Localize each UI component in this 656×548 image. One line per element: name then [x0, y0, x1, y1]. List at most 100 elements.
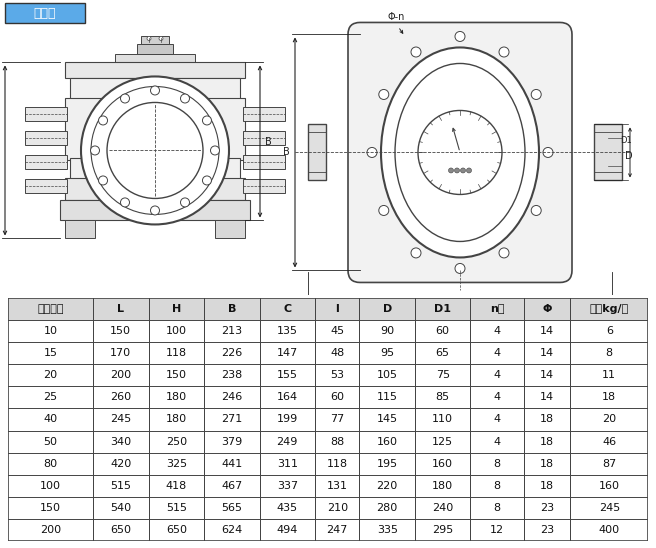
Text: 公称通径: 公称通径 — [37, 304, 64, 313]
Circle shape — [180, 198, 190, 207]
Text: B: B — [265, 138, 272, 147]
Circle shape — [121, 94, 129, 103]
Text: 23: 23 — [540, 503, 554, 513]
Circle shape — [211, 146, 220, 155]
Text: 271: 271 — [221, 414, 243, 425]
Text: D: D — [625, 151, 632, 162]
Text: 245: 245 — [599, 503, 620, 513]
Text: 50: 50 — [43, 437, 58, 447]
Text: 95: 95 — [380, 348, 394, 358]
Text: 337: 337 — [277, 481, 298, 491]
Text: L: L — [457, 305, 463, 316]
Circle shape — [150, 86, 159, 95]
Text: 379: 379 — [221, 437, 243, 447]
Text: 246: 246 — [221, 392, 243, 402]
Bar — [25, 107, 67, 122]
Ellipse shape — [81, 77, 229, 225]
Text: 14: 14 — [540, 370, 554, 380]
Circle shape — [367, 147, 377, 157]
Text: 180: 180 — [432, 481, 453, 491]
Text: 435: 435 — [277, 503, 298, 513]
Text: 150: 150 — [110, 326, 131, 336]
Text: 60: 60 — [330, 392, 344, 402]
Circle shape — [121, 198, 129, 207]
Circle shape — [159, 37, 163, 41]
Text: 213: 213 — [221, 326, 242, 336]
Text: 145: 145 — [377, 414, 398, 425]
Bar — [25, 156, 67, 169]
Text: 170: 170 — [110, 348, 131, 358]
Bar — [115, 54, 195, 62]
Text: 8: 8 — [605, 348, 613, 358]
Text: 515: 515 — [166, 503, 187, 513]
Text: 88: 88 — [330, 437, 344, 447]
Text: 650: 650 — [166, 526, 187, 535]
Text: 15: 15 — [43, 348, 58, 358]
Circle shape — [150, 206, 159, 215]
Text: 4: 4 — [493, 370, 501, 380]
FancyBboxPatch shape — [348, 22, 572, 282]
Text: 25: 25 — [43, 392, 58, 402]
Text: B: B — [283, 147, 290, 157]
Text: 重量kg/台: 重量kg/台 — [590, 304, 629, 313]
Circle shape — [461, 168, 466, 173]
Text: 14: 14 — [540, 326, 554, 336]
Text: 250: 250 — [166, 437, 187, 447]
Circle shape — [531, 206, 541, 215]
Text: 4: 4 — [493, 326, 501, 336]
Text: 247: 247 — [327, 526, 348, 535]
Text: 8: 8 — [493, 459, 501, 469]
Bar — [243, 179, 285, 193]
Text: 335: 335 — [377, 526, 398, 535]
Bar — [308, 124, 326, 180]
Text: 20: 20 — [602, 414, 617, 425]
Bar — [60, 201, 250, 220]
Text: 164: 164 — [277, 392, 298, 402]
Text: 40: 40 — [43, 414, 58, 425]
Text: 8: 8 — [493, 503, 501, 513]
Circle shape — [98, 176, 108, 185]
Text: 4: 4 — [493, 414, 501, 425]
Text: 624: 624 — [221, 526, 243, 535]
Text: 249: 249 — [277, 437, 298, 447]
Bar — [141, 37, 169, 44]
Text: 90: 90 — [380, 326, 394, 336]
Circle shape — [107, 102, 203, 198]
Text: 118: 118 — [166, 348, 187, 358]
Text: 18: 18 — [602, 392, 617, 402]
Text: 131: 131 — [327, 481, 348, 491]
Ellipse shape — [91, 87, 219, 214]
Text: 80: 80 — [43, 459, 58, 469]
Text: 311: 311 — [277, 459, 298, 469]
Text: 220: 220 — [377, 481, 398, 491]
Bar — [65, 179, 245, 201]
Text: 418: 418 — [165, 481, 187, 491]
Text: n个: n个 — [490, 304, 504, 313]
Circle shape — [543, 147, 553, 157]
Text: 23: 23 — [540, 526, 554, 535]
Bar — [25, 179, 67, 193]
Text: 245: 245 — [110, 414, 131, 425]
Text: 46: 46 — [602, 437, 617, 447]
Text: 85: 85 — [436, 392, 450, 402]
Text: 240: 240 — [432, 503, 453, 513]
Text: C: C — [283, 304, 291, 313]
Text: 195: 195 — [377, 459, 398, 469]
Text: 100: 100 — [166, 326, 187, 336]
Text: 340: 340 — [110, 437, 131, 447]
Text: 60: 60 — [436, 326, 450, 336]
Circle shape — [411, 248, 421, 258]
Text: 14: 14 — [540, 392, 554, 402]
Text: L: L — [117, 304, 124, 313]
Text: 75: 75 — [436, 370, 450, 380]
Bar — [25, 132, 67, 145]
Text: 105: 105 — [377, 370, 398, 380]
Text: 180: 180 — [166, 414, 187, 425]
Ellipse shape — [395, 64, 525, 242]
Bar — [594, 124, 622, 180]
Bar — [215, 220, 245, 238]
Circle shape — [379, 206, 389, 215]
Text: 20: 20 — [43, 370, 58, 380]
Circle shape — [499, 248, 509, 258]
Text: 4: 4 — [493, 437, 501, 447]
